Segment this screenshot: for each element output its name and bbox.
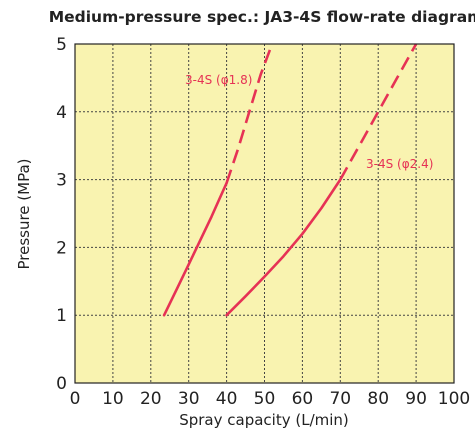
series-line-solid [162, 181, 228, 317]
grid [75, 44, 454, 383]
y-tick-label: 4 [56, 103, 67, 123]
x-tick-label: 60 [292, 389, 314, 409]
y-tick-label: 2 [56, 238, 67, 258]
chart-title: Medium-pressure spec.: JA3-4S flow-rate … [49, 8, 475, 26]
y-tick-label: 3 [56, 171, 67, 191]
x-tick-label: 10 [102, 389, 124, 409]
y-axis-label: Pressure (MPa) [15, 158, 33, 269]
x-tick-label: 30 [178, 389, 200, 409]
y-tick-label: 5 [56, 35, 67, 55]
plot-frame [74, 43, 455, 384]
series-layer: 3-4S (φ1.8) 3-4S (φ2.4) [162, 43, 433, 317]
x-axis-label: Spray capacity (L/min) [179, 411, 349, 429]
x-tick-label: 50 [254, 389, 276, 409]
x-tick-label: 70 [329, 389, 351, 409]
series-label: 3-4S (φ2.4) [366, 157, 433, 171]
y-axis-ticks: 0 1 2 3 4 5 [56, 35, 67, 394]
x-axis-ticks: 0 10 20 30 40 50 60 70 80 90 100 [70, 389, 471, 409]
x-tick-label: 90 [405, 389, 427, 409]
x-tick-label: 100 [438, 389, 470, 409]
x-tick-label: 0 [70, 389, 81, 409]
y-tick-label: 0 [56, 374, 67, 394]
x-tick-label: 40 [216, 389, 238, 409]
x-tick-label: 80 [367, 389, 389, 409]
series-label: 3-4S (φ1.8) [185, 73, 252, 87]
series-line-solid [225, 178, 342, 317]
series-line-dashed [339, 43, 418, 181]
x-tick-label: 20 [140, 389, 162, 409]
series-line-dashed [225, 43, 274, 184]
y-tick-label: 1 [56, 306, 67, 326]
